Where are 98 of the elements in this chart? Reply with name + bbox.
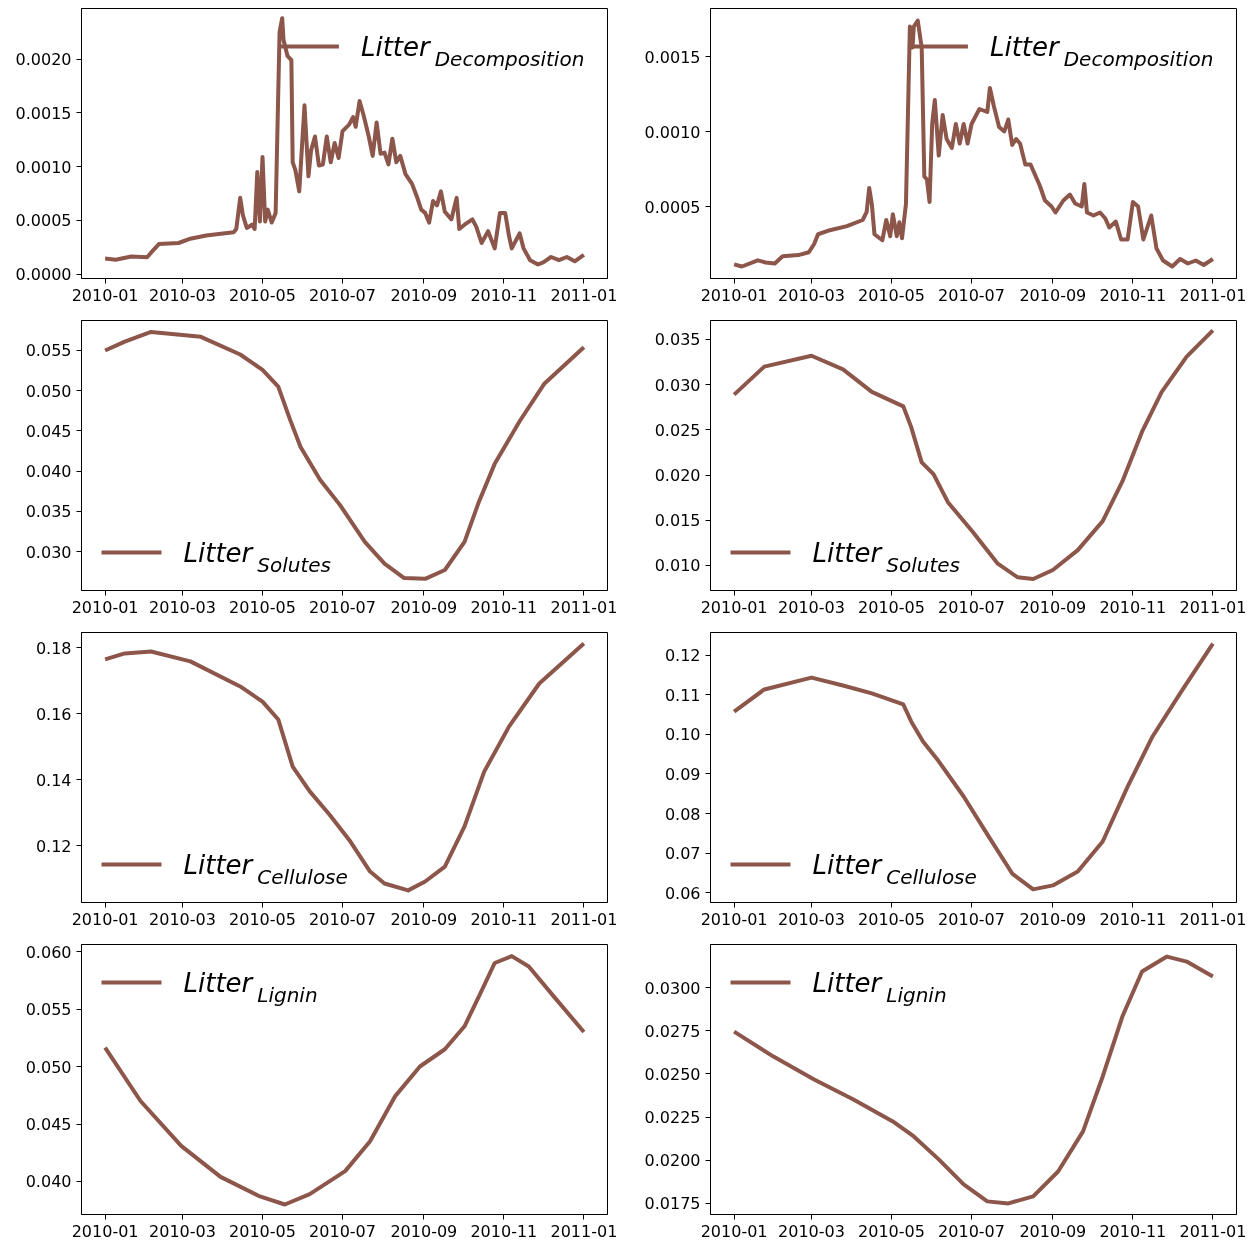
y-tick-label: 0.0250 <box>644 1064 701 1084</box>
x-tick-label: 2010-03 <box>778 909 845 929</box>
y-tick-label: 0.025 <box>654 420 701 440</box>
y-tick-label: 0.0015 <box>644 47 701 67</box>
x-tick-label: 2010-03 <box>149 909 216 929</box>
y-tick-label: 0.0275 <box>644 1021 701 1041</box>
y-tick-label: 0.08 <box>664 804 701 824</box>
x-tick-label: 2010-03 <box>778 285 845 305</box>
y-tick-label: 0.0005 <box>644 197 701 217</box>
x-tick-label: 2010-09 <box>390 597 458 617</box>
y-tick-label: 0.0015 <box>15 103 72 123</box>
y-tick-label: 0.10 <box>664 725 701 745</box>
x-tick-label: 2010-01 <box>700 1221 768 1241</box>
x-tick-label: 2010-07 <box>938 285 1005 305</box>
y-tick-label: 0.045 <box>25 421 72 441</box>
x-tick-label: 2010-05 <box>858 285 925 305</box>
x-tick-label: 2010-09 <box>390 909 458 929</box>
x-tick-label: 2010-01 <box>700 597 768 617</box>
y-tick-label: 0.0175 <box>644 1194 701 1214</box>
x-tick-label: 2010-05 <box>229 909 296 929</box>
x-tick-label: 2010-07 <box>938 909 1005 929</box>
x-tick-label: 2010-07 <box>309 909 376 929</box>
x-tick-label: 2010-03 <box>149 285 216 305</box>
x-tick-label: 2010-01 <box>71 909 139 929</box>
y-tick-label: 0.16 <box>35 704 72 724</box>
y-tick-label: 0.0010 <box>15 157 72 177</box>
x-tick-label: 2010-01 <box>71 597 139 617</box>
x-tick-label: 2011-01 <box>1179 597 1247 617</box>
x-tick-label: 2010-03 <box>778 597 845 617</box>
x-tick-label: 2010-07 <box>938 597 1005 617</box>
x-tick-label: 2010-09 <box>1019 909 1087 929</box>
y-tick-label: 0.030 <box>654 375 701 395</box>
y-tick-label: 0.0200 <box>644 1151 701 1171</box>
x-tick-label: 2011-01 <box>1179 1221 1247 1241</box>
y-tick-label: 0.12 <box>664 646 701 666</box>
y-tick-label: 0.050 <box>25 1057 72 1077</box>
y-tick-label: 0.14 <box>35 770 72 790</box>
y-tick-label: 0.015 <box>654 511 701 531</box>
x-tick-label: 2010-01 <box>71 285 139 305</box>
x-tick-label: 2010-05 <box>858 909 925 929</box>
y-tick-label: 0.0010 <box>644 122 701 142</box>
x-tick-label: 2010-01 <box>700 909 768 929</box>
x-tick-label: 2010-11 <box>1099 1221 1167 1241</box>
x-tick-label: 2010-07 <box>309 285 376 305</box>
y-tick-label: 0.0020 <box>15 50 72 70</box>
x-tick-label: 2010-09 <box>1019 285 1087 305</box>
x-tick-label: 2011-01 <box>550 285 618 305</box>
x-tick-label: 2010-09 <box>1019 597 1087 617</box>
x-tick-label: 2010-07 <box>309 1221 376 1241</box>
x-tick-label: 2010-05 <box>858 1221 925 1241</box>
x-tick-label: 2011-01 <box>550 1221 618 1241</box>
y-tick-label: 0.040 <box>25 462 72 482</box>
x-tick-label: 2010-11 <box>470 1221 538 1241</box>
x-tick-label: 2010-03 <box>149 1221 216 1241</box>
y-tick-label: 0.0005 <box>15 211 72 231</box>
x-tick-label: 2010-01 <box>71 1221 139 1241</box>
y-tick-label: 0.055 <box>25 1000 72 1020</box>
x-tick-label: 2010-07 <box>309 597 376 617</box>
y-tick-label: 0.010 <box>654 556 701 576</box>
x-tick-label: 2010-05 <box>229 1221 296 1241</box>
x-tick-label: 2010-03 <box>149 597 216 617</box>
x-tick-label: 2010-09 <box>390 1221 458 1241</box>
x-tick-label: 2010-11 <box>470 285 538 305</box>
x-tick-label: 2011-01 <box>1179 909 1247 929</box>
y-tick-label: 0.055 <box>25 341 72 361</box>
y-tick-label: 0.11 <box>664 685 701 705</box>
y-tick-label: 0.06 <box>664 883 701 903</box>
y-tick-label: 0.040 <box>25 1172 72 1192</box>
x-tick-label: 2010-09 <box>1019 1221 1087 1241</box>
x-tick-label: 2010-01 <box>700 285 768 305</box>
y-tick-label: 0.12 <box>35 836 72 856</box>
x-tick-label: 2010-11 <box>470 909 538 929</box>
y-tick-label: 0.045 <box>25 1115 72 1134</box>
x-tick-label: 2010-11 <box>470 597 538 617</box>
x-tick-label: 2010-05 <box>229 285 296 305</box>
y-tick-label: 0.0225 <box>644 1108 701 1128</box>
y-tick-label: 0.050 <box>25 381 72 401</box>
y-tick-label: 0.035 <box>654 330 701 350</box>
y-tick-label: 0.09 <box>664 765 701 784</box>
x-tick-label: 2010-07 <box>938 1221 1005 1241</box>
x-tick-label: 2010-05 <box>229 597 296 617</box>
x-tick-label: 2010-11 <box>1099 597 1167 617</box>
x-tick-label: 2010-03 <box>778 1221 845 1241</box>
y-tick-label: 0.07 <box>664 844 701 863</box>
x-tick-label: 2010-05 <box>858 597 925 617</box>
y-tick-label: 0.0300 <box>644 978 701 998</box>
x-tick-label: 2010-11 <box>1099 285 1167 305</box>
y-tick-label: 0.060 <box>25 942 72 962</box>
y-tick-label: 0.18 <box>35 638 72 658</box>
y-tick-label: 0.035 <box>25 502 72 522</box>
x-tick-label: 2011-01 <box>550 909 618 929</box>
y-tick-label: 0.0000 <box>15 265 72 285</box>
x-tick-label: 2011-01 <box>550 597 618 617</box>
x-tick-label: 2010-11 <box>1099 909 1167 929</box>
x-tick-label: 2010-09 <box>390 285 458 305</box>
y-tick-label: 0.020 <box>654 466 701 486</box>
x-tick-label: 2011-01 <box>1179 285 1247 305</box>
y-tick-label: 0.030 <box>25 542 72 562</box>
